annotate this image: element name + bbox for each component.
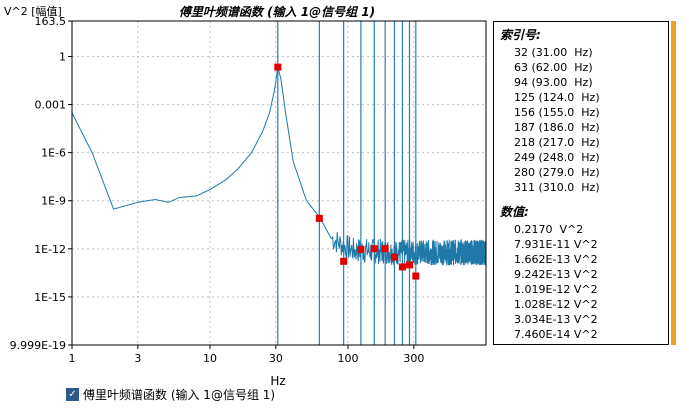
data-point-marker — [315, 214, 323, 222]
index-item: 63 (62.00 Hz) — [514, 61, 593, 74]
index-list: 32 (31.00 Hz) 63 (62.00 Hz) 94 (93.00 Hz) 1… — [494, 45, 668, 195]
data-point-marker — [340, 257, 348, 265]
y-axis-label: V^2 [幅值] — [4, 5, 62, 18]
x-tick-label: 30 — [269, 352, 283, 365]
value-item: 1.028E-12 V^2 — [514, 298, 598, 311]
y-tick-label: 1E-9 — [41, 195, 66, 208]
series-line — [71, 69, 487, 267]
index-item: 94 (93.00 Hz) — [514, 76, 593, 89]
data-point-marker — [357, 245, 365, 253]
data-point-marker — [412, 272, 420, 280]
legend-checkbox[interactable]: ✓ — [66, 388, 79, 401]
x-tick-label: 300 — [403, 352, 424, 365]
data-point-marker — [405, 261, 413, 269]
data-point-marker — [398, 263, 406, 271]
value-item: 9.242E-13 V^2 — [514, 268, 598, 281]
marker-layer — [274, 63, 420, 280]
data-point-marker — [274, 63, 282, 71]
value-title: 数值: — [500, 205, 529, 219]
value-item: 1.662E-13 V^2 — [514, 253, 598, 266]
value-item: 3.034E-13 V^2 — [514, 313, 598, 326]
index-title: 索引号: — [500, 28, 541, 42]
index-item: 156 (155.0 Hz) — [514, 106, 600, 119]
y-tick-label: 163.5 — [35, 15, 67, 28]
x-tick-label: 3 — [134, 352, 141, 365]
cursor-layer — [277, 21, 417, 345]
cursor-readout-panel: 索引号: 32 (31.00 Hz) 63 (62.00 Hz) 94 (93.00… — [493, 21, 669, 345]
chart-title: 傅里叶频谱函数 (输入 1@信号组 1) — [179, 5, 375, 19]
y-tick-label: 1E-12 — [34, 243, 66, 256]
index-item: 280 (279.0 Hz) — [514, 166, 600, 179]
panel-scrollbar[interactable] — [671, 21, 676, 345]
index-item: 218 (217.0 Hz) — [514, 136, 600, 149]
y-tick-label: 1E-6 — [41, 147, 66, 160]
y-tick-label: 1E-15 — [34, 291, 66, 304]
value-list: 0.2170 V^2 7.931E-11 V^2 1.662E-13 V^2 9.24… — [494, 222, 668, 342]
data-point-marker — [381, 245, 389, 253]
index-item: 187 (186.0 Hz) — [514, 121, 600, 134]
x-axis-label: Hz — [270, 374, 285, 388]
data-point-marker — [370, 245, 378, 253]
value-item: 7.460E-14 V^2 — [514, 328, 598, 341]
x-tick-label: 100 — [338, 352, 359, 365]
value-item: 0.2170 V^2 — [514, 223, 584, 236]
y-tick-label: 0.001 — [35, 99, 67, 112]
data-point-marker — [390, 253, 398, 261]
index-item: 32 (31.00 Hz) — [514, 46, 593, 59]
x-tick-label: 10 — [203, 352, 217, 365]
legend[interactable]: ✓ 傅里叶频谱函数 (输入 1@信号组 1) — [66, 386, 275, 403]
legend-label: 傅里叶频谱函数 (输入 1@信号组 1) — [83, 388, 276, 402]
y-tick-label: 9.999E-19 — [10, 339, 66, 352]
index-item: 125 (124.0 Hz) — [514, 91, 600, 104]
index-item: 249 (248.0 Hz) — [514, 151, 600, 164]
value-item: 1.019E-12 V^2 — [514, 283, 598, 296]
plot-frame — [71, 20, 487, 346]
tick-layer: 1 3 10 30 100 300 163.5 1 0.001 1E-6 1E-9 1E-12 1E-1… — [10, 15, 425, 365]
x-tick-label: 1 — [69, 352, 76, 365]
index-item: 311 (310.0 Hz) — [514, 181, 600, 194]
series-layer — [71, 69, 487, 267]
y-tick-label: 1 — [59, 50, 66, 63]
value-item: 7.931E-11 V^2 — [514, 238, 598, 251]
